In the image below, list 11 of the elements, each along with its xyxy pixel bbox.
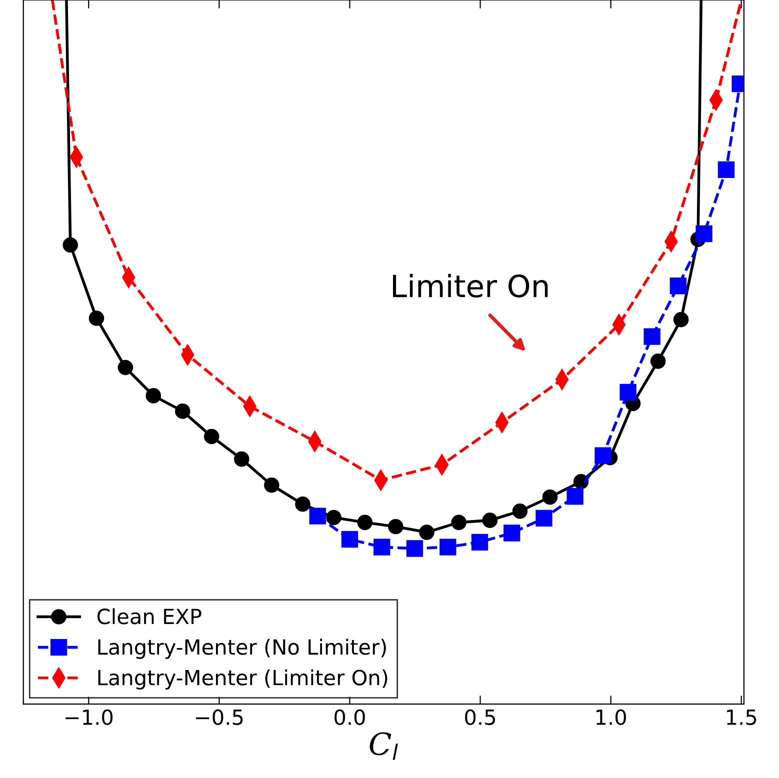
legend-label: Clean EXP [97,608,202,624]
x-tick-label: −1.0 [66,709,113,726]
legend-label: Langtry-Menter (Limiter On) [98,669,388,690]
legend-label: Langtry-Menter (No Limiter) [98,638,386,659]
x-axis-title: C$_{l}$ [370,732,398,760]
x-tick-label: −0.5 [196,709,243,726]
x-tick-label: 0.0 [334,709,365,726]
annotation: Limiter On [393,274,548,298]
x-tick-label: 0.5 [465,709,496,726]
x-tick-label: 1.0 [596,709,626,726]
x-tick-label: 1.5 [727,710,756,726]
